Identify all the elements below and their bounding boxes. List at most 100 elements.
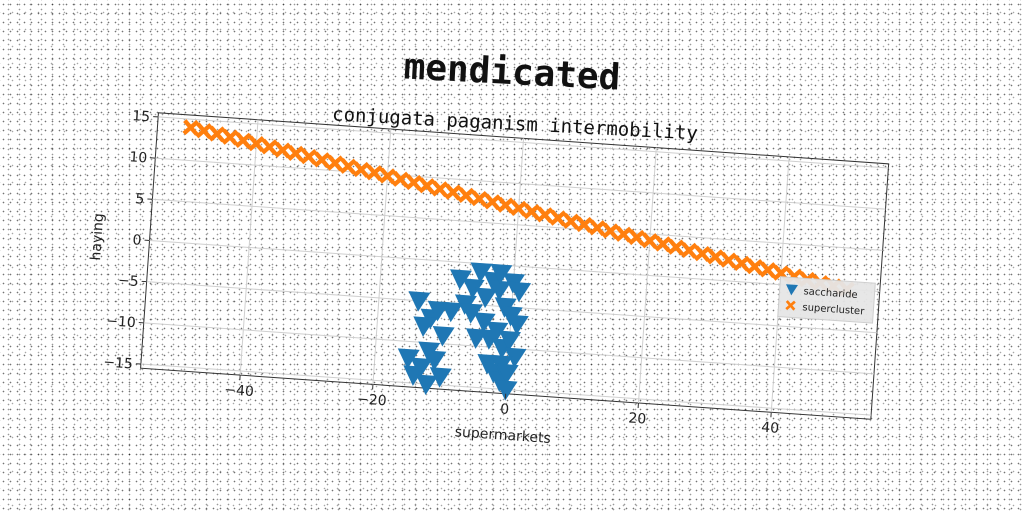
- saccharide-point: [509, 281, 532, 303]
- y-tick-label: 5: [135, 191, 145, 208]
- legend-label: supercluster: [802, 302, 865, 317]
- supercluster-point: [693, 245, 711, 262]
- saccharide-point: [418, 341, 441, 363]
- y-grid-line: [149, 239, 880, 293]
- ticks: −40 −20 0 20 40 −15 −10 −5 0 5 10 15: [103, 108, 780, 437]
- saccharide-point: [432, 325, 455, 347]
- y-tick-label: 15: [132, 108, 151, 125]
- supercluster-point: [759, 261, 777, 279]
- y-grid-line: [152, 198, 883, 251]
- chart-title: mendicated: [403, 46, 622, 98]
- supercluster-point: [615, 225, 632, 243]
- saccharide-point: [460, 303, 483, 324]
- supercluster-point: [470, 190, 488, 207]
- supercluster-point: [261, 138, 278, 156]
- saccharide-point: [450, 269, 472, 290]
- supercluster-point: [234, 132, 252, 149]
- y-tick-label: −10: [106, 313, 137, 331]
- supercluster-point: [366, 164, 383, 182]
- y-tick-label: 10: [129, 149, 148, 166]
- supercluster-point: [300, 148, 318, 165]
- supercluster-point: [405, 174, 423, 191]
- supercluster-point: [313, 151, 331, 169]
- y-axis-label: haying: [88, 213, 107, 261]
- saccharide-point: [495, 380, 518, 401]
- saccharide-point: [429, 367, 452, 388]
- saccharide-point: [499, 330, 522, 352]
- supercluster-point: [733, 255, 750, 272]
- x-tick-label: 20: [628, 410, 647, 427]
- supercluster-point: [208, 125, 226, 143]
- supercluster-point: [287, 145, 305, 162]
- supercluster-point: [680, 242, 698, 259]
- legend-label: saccharide: [803, 286, 858, 301]
- supercluster-point: [654, 235, 672, 253]
- saccharide-point: [470, 262, 493, 283]
- saccharide-point: [413, 316, 436, 337]
- supercluster-point: [589, 219, 606, 237]
- x-tick-label: 40: [761, 420, 780, 437]
- grid: [140, 116, 889, 416]
- supercluster-point: [536, 206, 554, 224]
- legend-supercluster-marker: [785, 300, 796, 311]
- saccharide-point: [475, 287, 498, 309]
- supercluster-point: [484, 193, 501, 211]
- supercluster-point: [628, 229, 646, 246]
- saccharide-point: [441, 301, 464, 323]
- saccharide-point: [506, 314, 529, 336]
- legend-saccharide-marker: [786, 284, 798, 296]
- x-tick-label: −40: [224, 382, 255, 400]
- supercluster-point: [523, 203, 541, 220]
- supercluster-point: [575, 216, 593, 233]
- saccharide-point: [496, 363, 519, 385]
- supercluster-point: [602, 222, 619, 240]
- supercluster-point: [182, 119, 200, 136]
- saccharide-point: [489, 280, 512, 301]
- saccharide-point: [465, 328, 488, 349]
- y-tick-label: −15: [103, 354, 134, 372]
- saccharide-point: [408, 291, 431, 312]
- saccharide-point: [403, 365, 426, 386]
- supercluster-point: [497, 196, 514, 214]
- supercluster-point: [444, 183, 462, 201]
- supercluster-point: [392, 170, 409, 188]
- saccharide-point: [490, 263, 513, 285]
- x-tick-label: 0: [500, 401, 510, 418]
- supercluster-point: [248, 135, 265, 152]
- supercluster-point: [667, 238, 685, 256]
- supercluster-point: [457, 187, 475, 204]
- supercluster-point: [274, 141, 291, 159]
- supercluster-point: [707, 248, 724, 266]
- supercluster-point: [562, 212, 580, 230]
- saccharide-point: [397, 348, 420, 369]
- supercluster-point: [549, 209, 567, 227]
- saccharide-point: [504, 347, 527, 369]
- supercluster-point: [418, 177, 436, 195]
- supercluster-point: [641, 232, 659, 250]
- y-tick-label: 0: [132, 232, 142, 249]
- x-tick-label: −20: [357, 391, 388, 409]
- supercluster-point: [746, 258, 764, 275]
- saccharide-point: [473, 312, 496, 333]
- supercluster-point: [720, 251, 737, 269]
- supercluster-point: [510, 200, 527, 217]
- legend-box: [777, 276, 876, 324]
- y-grid-line: [155, 157, 886, 210]
- y-grid-line: [158, 116, 889, 169]
- supercluster-point: [195, 122, 213, 140]
- supercluster-point: [431, 180, 449, 198]
- supercluster-point: [339, 157, 357, 175]
- chart-subtitle: conjugata paganism intermobility: [332, 103, 699, 144]
- y-tick-label: −5: [117, 273, 139, 290]
- supercluster-point: [352, 161, 370, 178]
- saccharide-point: [462, 278, 485, 299]
- supercluster-point: [379, 167, 396, 185]
- saccharide-point: [486, 321, 509, 342]
- x-axis-label: supermarkets: [454, 424, 551, 447]
- supercluster-point: [221, 128, 239, 146]
- supercluster-point: [326, 154, 344, 172]
- saccharide-point: [415, 374, 438, 395]
